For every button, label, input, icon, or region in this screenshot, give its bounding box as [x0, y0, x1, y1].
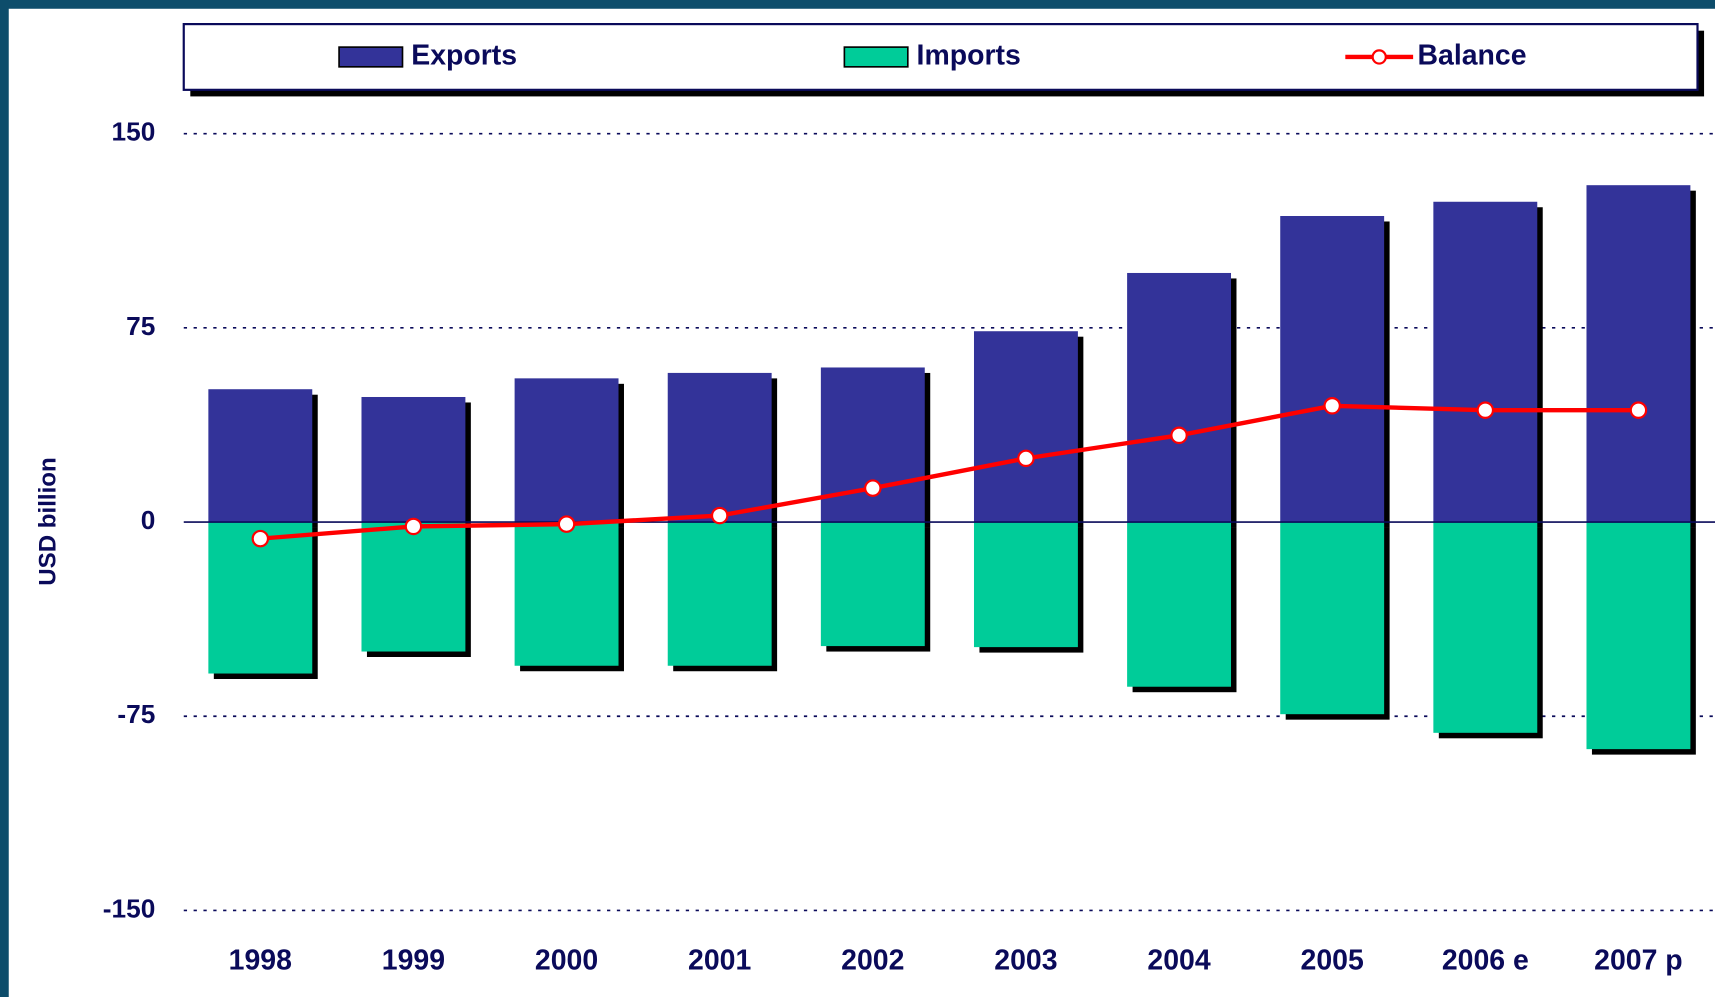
bar — [1127, 272, 1232, 523]
y-tick-label: -150 — [103, 893, 156, 923]
balance-marker — [557, 515, 576, 533]
y-tick-label: 150 — [112, 117, 156, 147]
y-tick-label: 0 — [141, 505, 156, 535]
balance-marker — [1476, 401, 1495, 419]
balance-marker — [710, 506, 729, 525]
x-tick-label: 2000 — [535, 944, 598, 976]
bar — [1586, 522, 1691, 750]
bar — [361, 522, 466, 652]
bar — [973, 331, 1078, 523]
bar — [973, 522, 1078, 648]
bar — [514, 378, 619, 523]
bar — [514, 522, 619, 666]
bar — [1433, 201, 1538, 523]
y-tick-label: -75 — [117, 699, 155, 729]
balance-marker — [404, 517, 423, 536]
bar — [820, 367, 925, 523]
x-tick-label: 2005 — [1301, 944, 1364, 976]
legend-label: Exports — [411, 39, 517, 71]
legend-box — [182, 23, 1699, 91]
bar — [667, 522, 772, 666]
legend-swatch — [843, 46, 909, 68]
bar — [208, 389, 313, 523]
legend-label: Balance — [1418, 39, 1527, 71]
balance-marker — [1323, 397, 1341, 415]
balance-marker — [1170, 426, 1188, 445]
x-tick-label: 1999 — [382, 944, 445, 976]
legend-marker — [1371, 49, 1387, 65]
x-tick-label: 2002 — [841, 944, 904, 976]
bar — [1280, 522, 1385, 715]
y-axis-label: USD billion — [35, 457, 62, 586]
balance-marker — [1017, 449, 1035, 468]
x-tick-label: 2006 e — [1442, 944, 1529, 976]
bar — [1433, 522, 1538, 733]
x-tick-label: 2007 p — [1594, 944, 1683, 976]
x-tick-label: 2003 — [994, 944, 1057, 976]
bar — [1127, 522, 1232, 687]
balance-line — [260, 403, 1639, 541]
x-tick-label: 2004 — [1147, 944, 1210, 976]
bar — [361, 396, 466, 523]
legend-swatch — [338, 46, 404, 68]
balance-marker — [864, 479, 882, 497]
balance-marker — [1629, 401, 1648, 419]
legend-label: Imports — [917, 39, 1021, 71]
x-tick-label: 1998 — [229, 944, 292, 976]
x-tick-label: 2001 — [688, 944, 751, 976]
y-tick-label: 75 — [126, 311, 155, 341]
bar — [1280, 216, 1385, 523]
bar — [667, 372, 772, 523]
bar — [820, 522, 925, 647]
bar — [1586, 185, 1691, 523]
balance-marker — [251, 529, 270, 548]
